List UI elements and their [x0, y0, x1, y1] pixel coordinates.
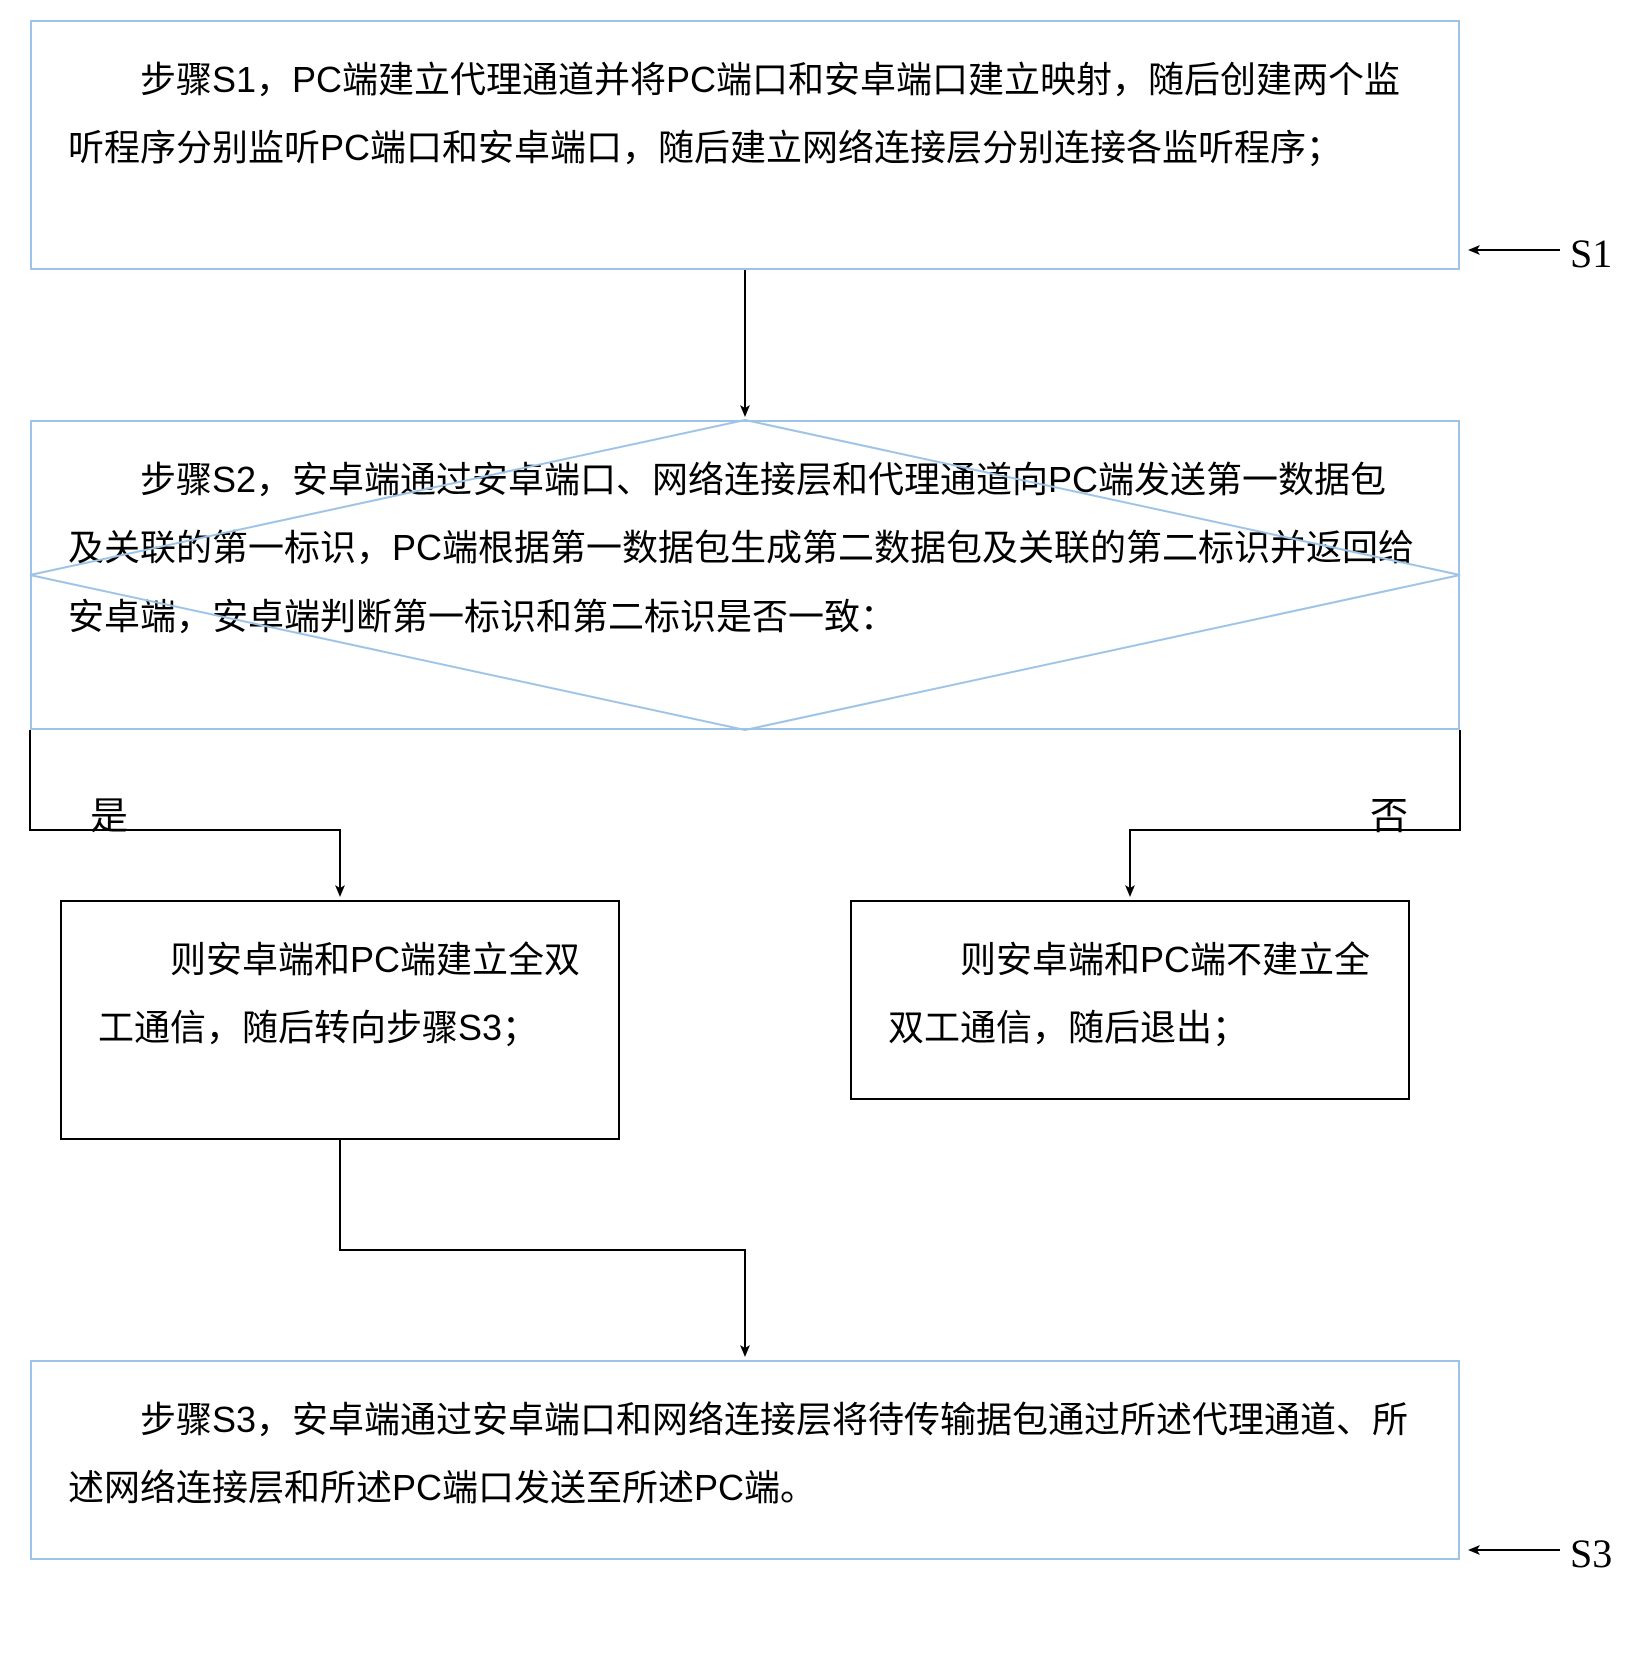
step-s1-text: 步骤S1，PC端建立代理通道并将PC端口和安卓端口建立映射，随后创建两个监听程序…: [68, 59, 1400, 168]
yes-result-box: 则安卓端和PC端建立全双工通信，随后转向步骤S3；: [60, 900, 620, 1140]
yes-label: 是: [90, 785, 128, 840]
yes-result-text: 则安卓端和PC端建立全双工通信，随后转向步骤S3；: [98, 939, 580, 1048]
s1-side-label: S1: [1570, 230, 1612, 277]
arrow-s2-to-yes: [30, 730, 340, 895]
step-s3-text: 步骤S3，安卓端通过安卓端口和网络连接层将待传输据包通过所述代理通道、所述网络连…: [68, 1399, 1408, 1508]
no-label: 否: [1370, 785, 1408, 840]
step-s2-text: 步骤S2，安卓端通过安卓端口、网络连接层和代理通道向PC端发送第一数据包及关联的…: [68, 459, 1414, 637]
no-result-text: 则安卓端和PC端不建立全双工通信，随后退出；: [888, 939, 1370, 1048]
step-s2-decision-box: 步骤S2，安卓端通过安卓端口、网络连接层和代理通道向PC端发送第一数据包及关联的…: [30, 420, 1460, 730]
step-s3-box: 步骤S3，安卓端通过安卓端口和网络连接层将待传输据包通过所述代理通道、所述网络连…: [30, 1360, 1460, 1560]
step-s1-box: 步骤S1，PC端建立代理通道并将PC端口和安卓端口建立映射，随后创建两个监听程序…: [30, 20, 1460, 270]
arrow-s2-to-no: [1130, 730, 1460, 895]
s3-side-label: S3: [1570, 1530, 1612, 1577]
no-result-box: 则安卓端和PC端不建立全双工通信，随后退出；: [850, 900, 1410, 1100]
arrow-yes-to-s3: [340, 1140, 745, 1355]
